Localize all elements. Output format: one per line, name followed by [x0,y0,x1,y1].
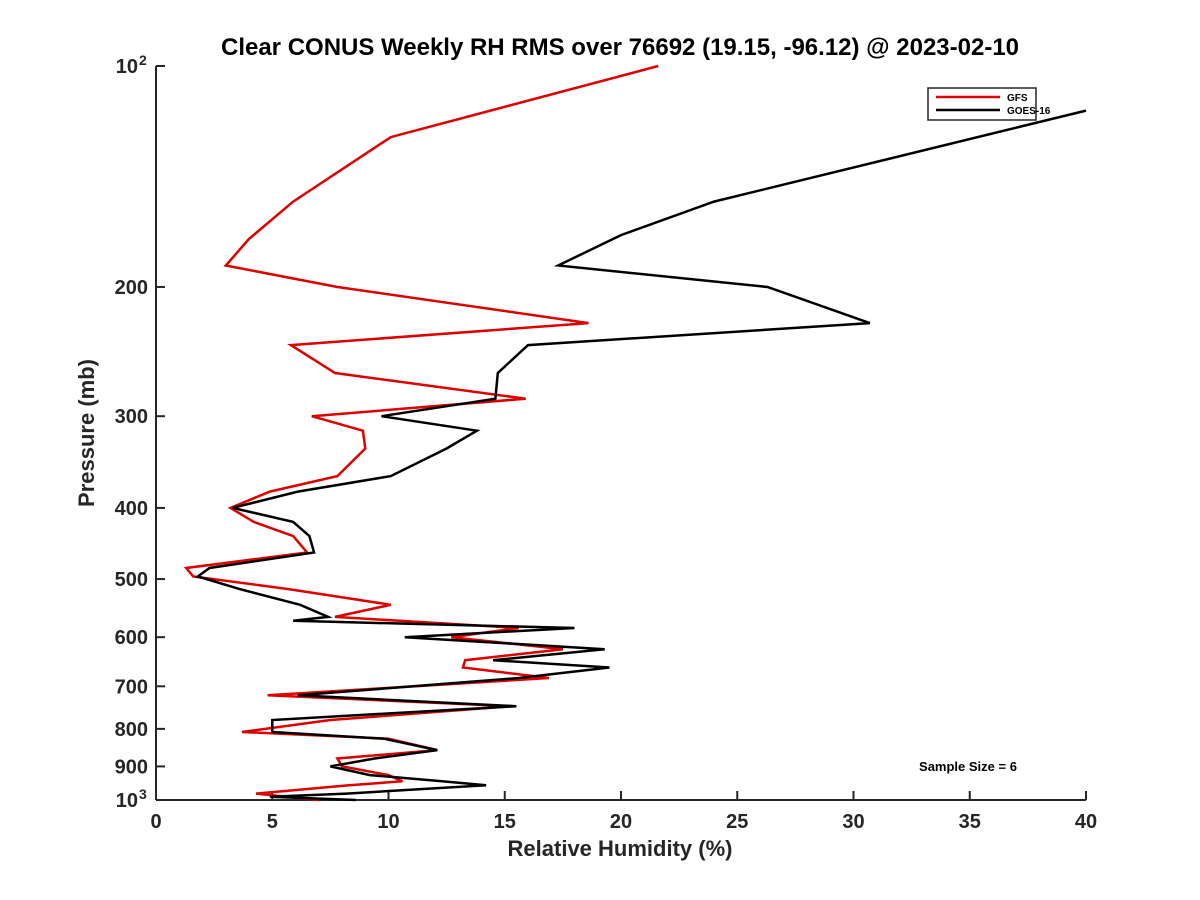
y-axis-label: Pressure (mb) [74,359,99,507]
x-tick-label: 35 [959,811,981,833]
y-tick-label: 10 [116,56,138,78]
chart-title: Clear CONUS Weekly RH RMS over 76692 (19… [221,34,1019,61]
y-tick-label: 500 [115,569,148,591]
series-layer [183,64,1087,802]
x-tick-label: 40 [1075,811,1097,833]
y-tick-label: 800 [115,719,148,741]
legend-label: GFS [1007,93,1028,104]
x-tick-label: 10 [377,811,399,833]
x-axis-ticks: 0 5 10 15 20 25 30 35 40 [150,791,1097,833]
x-tick-label: 0 [150,811,161,833]
series-line-goes-16 [195,109,1087,802]
y-tick-label: 10 [116,790,138,812]
x-tick-label: 30 [842,811,864,833]
x-tick-label: 25 [726,811,748,833]
plot-axes [155,66,1086,801]
y-tick-exponent: 2 [139,52,147,68]
y-tick-label: 700 [115,676,148,698]
y-tick-label: 600 [115,627,148,649]
y-tick-label: 400 [115,498,148,520]
x-tick-label: 20 [610,811,632,833]
legend-label: GOES-16 [1007,106,1051,117]
legend: GFS GOES-16 [927,87,1051,121]
x-axis-label: Relative Humidity (%) [508,836,733,861]
x-tick-label: 15 [494,811,516,833]
y-tick-label: 200 [115,277,148,299]
y-tick-exponent: 3 [139,786,147,802]
series-line-gfs [183,64,659,802]
legend-box [927,87,1037,121]
y-tick-label: 900 [115,756,148,778]
y-tick-label: 300 [115,406,148,428]
sample-size-annotation: Sample Size = 6 [919,759,1017,774]
x-tick-label: 5 [267,811,278,833]
